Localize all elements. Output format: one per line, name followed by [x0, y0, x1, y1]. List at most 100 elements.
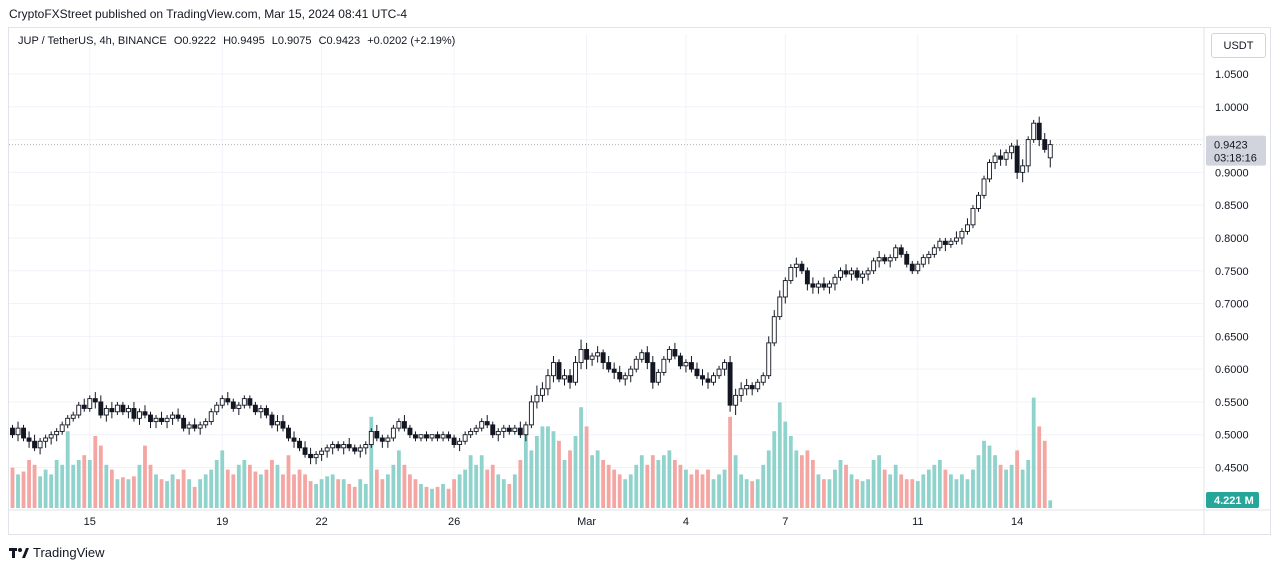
candle-body-up[interactable] [771, 316, 777, 344]
candle-body-up[interactable] [782, 280, 788, 298]
candle-body-up[interactable] [633, 358, 639, 370]
candle-body-up[interactable] [959, 230, 965, 239]
candle-body-down[interactable] [490, 424, 496, 436]
candle-body-up[interactable] [562, 375, 567, 380]
candle-body-down[interactable] [677, 355, 683, 367]
candle-body-down[interactable] [882, 257, 888, 262]
candle-body-up[interactable] [341, 444, 347, 449]
candle-body-up[interactable] [915, 263, 921, 272]
candle-body-up[interactable] [970, 207, 976, 226]
candle-body-up[interactable] [59, 424, 65, 432]
candle-body-down[interactable] [451, 437, 457, 445]
candle-body-up[interactable] [418, 434, 424, 439]
candle-body-up[interactable] [551, 362, 556, 377]
candle-body-up[interactable] [501, 427, 507, 432]
candle-body-down[interactable] [401, 421, 407, 429]
tradingview-footer[interactable]: TradingView [9, 545, 105, 560]
candle-body-down[interactable] [98, 401, 104, 416]
candle-body-up[interactable] [683, 362, 689, 367]
candle-body-up[interactable] [197, 424, 203, 429]
candle-body-down[interactable] [286, 427, 291, 439]
candle-body-up[interactable] [170, 414, 176, 419]
candle-body-down[interactable] [446, 434, 452, 439]
candle-body-down[interactable] [1036, 122, 1042, 141]
candle-body-up[interactable] [838, 270, 843, 278]
candle-body-up[interactable] [164, 417, 170, 423]
candle-body-down[interactable] [705, 378, 711, 383]
candle-body-up[interactable] [473, 427, 479, 432]
candle-body-up[interactable] [114, 404, 120, 413]
candle-body-up[interactable] [37, 440, 43, 449]
candle-body-down[interactable] [584, 349, 590, 360]
candle-body-down[interactable] [297, 440, 302, 449]
candle-body-down[interactable] [247, 398, 253, 406]
candle-body-up[interactable] [589, 355, 595, 360]
candle-body-down[interactable] [346, 444, 352, 449]
candle-body-down[interactable] [32, 440, 38, 449]
candle-body-down[interactable] [131, 408, 137, 419]
candle-body-up[interactable] [628, 368, 634, 377]
candle-body-up[interactable] [920, 257, 926, 265]
candle-body-up[interactable] [931, 247, 937, 255]
candle-body-down[interactable] [749, 385, 755, 390]
candle-body-up[interactable] [871, 260, 877, 272]
candle-body-down[interactable] [225, 398, 231, 403]
candle-body-up[interactable] [539, 388, 545, 396]
candle-body-down[interactable] [821, 283, 827, 288]
candle-body-up[interactable] [275, 421, 280, 426]
candle-body-up[interactable] [948, 240, 954, 245]
candle-body-up[interactable] [766, 342, 772, 377]
candle-body-up[interactable] [666, 349, 672, 360]
candle-body-up[interactable] [48, 434, 54, 439]
candle-body-up[interactable] [1009, 145, 1015, 154]
candle-body-up[interactable] [1025, 139, 1031, 167]
candle-body-up[interactable] [512, 427, 518, 432]
candle-body-down[interactable] [21, 427, 26, 439]
candle-body-down[interactable] [1014, 145, 1020, 173]
candle-body-up[interactable] [953, 237, 959, 242]
candle-body-up[interactable] [15, 427, 21, 436]
candle-body-up[interactable] [390, 427, 396, 439]
candle-body-down[interactable] [484, 421, 490, 426]
candle-body-down[interactable] [374, 430, 380, 439]
candle-body-up[interactable] [926, 253, 932, 259]
candle-body-up[interactable] [1047, 144, 1053, 159]
candle-body-down[interactable] [1042, 139, 1048, 150]
candle-body-up[interactable] [711, 375, 716, 383]
publisher-author[interactable]: CryptoFXStreet [9, 7, 92, 21]
candle-body-up[interactable] [1003, 152, 1009, 160]
candle-body-up[interactable] [722, 362, 728, 370]
candle-body-up[interactable] [755, 381, 761, 390]
candle-body-up[interactable] [849, 270, 854, 275]
candle-body-up[interactable] [236, 404, 242, 409]
candle-body-up[interactable] [214, 404, 220, 413]
candle-body-up[interactable] [76, 404, 82, 416]
candle-body-down[interactable] [181, 417, 187, 429]
candle-body-down[interactable] [302, 447, 308, 455]
candle-body-up[interactable] [43, 437, 49, 442]
candle-body-down[interactable] [335, 444, 341, 449]
candle-body-up[interactable] [744, 385, 750, 390]
candle-body-up[interactable] [893, 247, 899, 259]
candle-body-up[interactable] [203, 421, 209, 426]
candle-body-down[interactable] [269, 414, 275, 426]
candle-body-up[interactable] [396, 421, 402, 429]
candle-body-up[interactable] [595, 352, 601, 357]
candle-body-up[interactable] [738, 388, 744, 396]
candle-body-down[interactable] [556, 362, 562, 380]
candle-body-up[interactable] [1020, 165, 1026, 173]
candle-body-down[interactable] [843, 270, 849, 275]
candle-body-up[interactable] [440, 434, 446, 439]
candle-body-up[interactable] [876, 257, 882, 262]
candle-body-up[interactable] [528, 401, 534, 426]
candle-body-up[interactable] [1031, 122, 1037, 141]
candle-body-up[interactable] [468, 430, 474, 436]
candle-body-up[interactable] [733, 394, 739, 406]
candle-body-up[interactable] [788, 267, 794, 282]
candle-body-up[interactable] [70, 414, 76, 419]
candle-body-down[interactable] [379, 437, 385, 442]
candle-body-down[interactable] [175, 414, 181, 419]
candle-body-down[interactable] [142, 411, 148, 416]
candle-body-down[interactable] [26, 437, 32, 442]
